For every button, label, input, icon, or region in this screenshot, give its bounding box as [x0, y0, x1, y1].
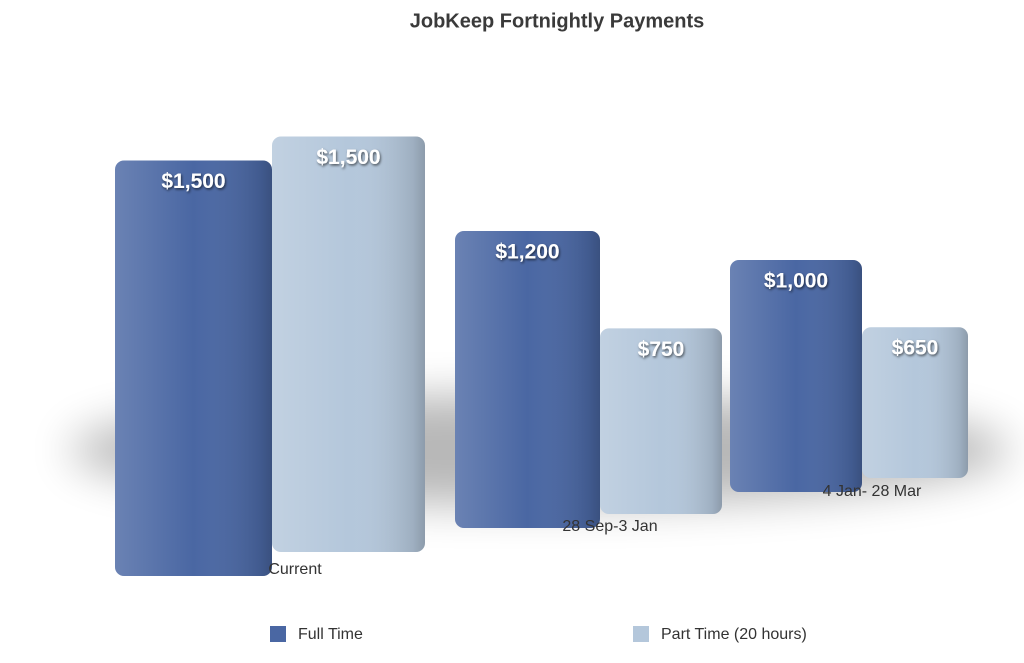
value-label: $1,200: [495, 241, 559, 264]
legend-label: Full Time: [298, 626, 363, 643]
value-label: $1,000: [764, 270, 828, 293]
value-label: $650: [892, 337, 939, 360]
x-tick-label: 28 Sep-3 Jan: [562, 518, 657, 535]
legend-swatch: [633, 626, 649, 642]
legend-label: Part Time (20 hours): [661, 626, 807, 643]
bar: [730, 260, 862, 492]
bar: [455, 231, 600, 528]
value-label: $750: [638, 338, 685, 361]
legend: Full Time Part Time (20 hours): [270, 626, 807, 643]
x-tick-label: 4 Jan- 28 Mar: [823, 483, 922, 500]
bar: [272, 136, 425, 552]
bar: [115, 160, 272, 576]
x-tick-label: Current: [268, 561, 322, 578]
value-label: $1,500: [316, 146, 380, 169]
chart-title: JobKeep Fortnightly Payments: [410, 10, 705, 32]
legend-swatch: [270, 626, 286, 642]
value-label: $1,500: [161, 170, 225, 193]
bars: $1,500 $1,500 Current $1,200 $750 28 Sep-3 Ja…: [115, 136, 968, 578]
